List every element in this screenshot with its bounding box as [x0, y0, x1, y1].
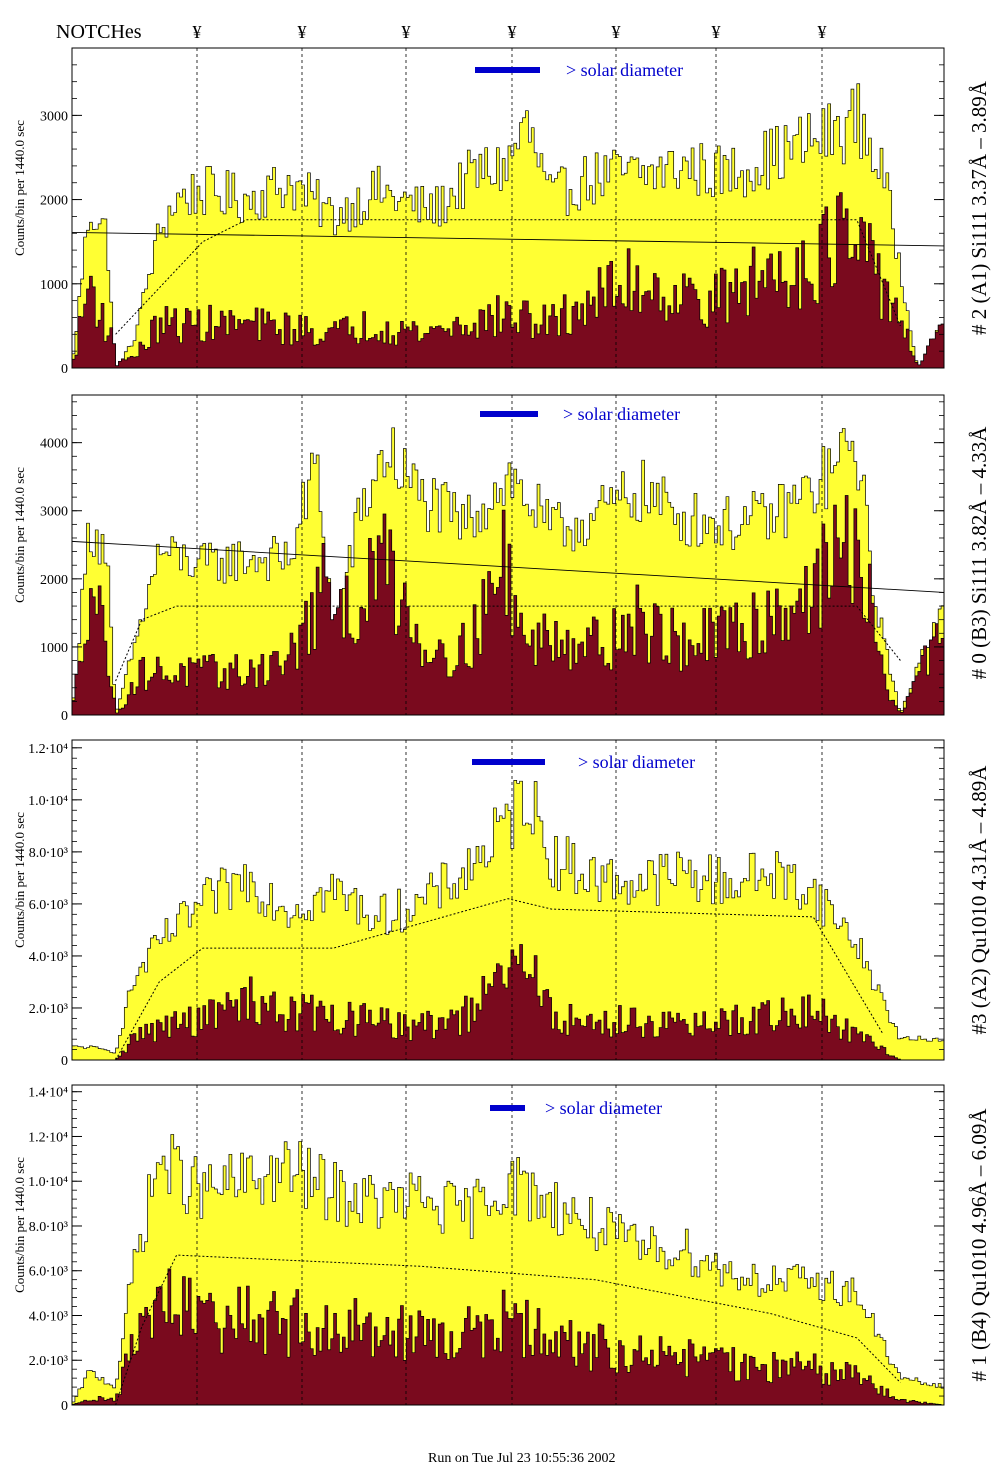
ytick-label-4: 8.0∙10³ [29, 846, 68, 861]
ytick-label-6: 1.2∙10⁴ [28, 1130, 68, 1145]
panel-2: 0 2.0∙10³ 4.0∙10³ 6.0∙10³ 8.0∙10³ 1.0∙10⁴ 1.2∙… [12, 739, 991, 1069]
ytick-label-5: 1.0∙10⁴ [28, 1175, 68, 1190]
series-subset [71, 1268, 945, 1406]
ytick-label-1: 2.0∙10³ [29, 1354, 68, 1369]
ytick-label-3: 3000 [40, 505, 68, 520]
trend-line [71, 231, 945, 247]
legend-label: > solar diameter [566, 60, 683, 80]
ytick-label-3: 6.0∙10³ [29, 1265, 68, 1280]
ytick-label-3: 6.0∙10³ [29, 898, 68, 913]
series-subset [72, 944, 944, 1061]
notch-marker-6: ¥ [818, 22, 827, 42]
legend-bar [472, 759, 545, 765]
ytick-label-2: 4.0∙10³ [29, 1309, 68, 1324]
ytick-label-0: 0 [61, 1399, 68, 1414]
legend-label: > solar diameter [563, 404, 680, 424]
panel-title: # 2 (A1) Si111 3.37Å – 3.89Å [967, 80, 991, 335]
panel-1: 0 1000 2000 3000 4000 Counts/bin per 1440.0 s… [12, 394, 991, 724]
legend-bar [490, 1105, 525, 1111]
notch-marker-2: ¥ [402, 22, 411, 42]
ytick-label-7: 1.4∙10⁴ [28, 1086, 68, 1101]
y-axis-label: Counts/bin per 1440.0 sec [12, 120, 27, 256]
ytick-label-2: 2000 [40, 194, 68, 209]
notches-label: NOTCHes [56, 21, 142, 43]
panel-title: # 0 (B3) Si111 3.82Å – 4.33Å [967, 426, 991, 680]
series-subset [71, 495, 945, 716]
legend-label: > solar diameter [578, 752, 695, 772]
plot-frame [71, 47, 945, 369]
series-subset [71, 192, 945, 369]
ytick-label-3: 3000 [40, 109, 68, 124]
notch-marker-0: ¥ [193, 22, 202, 42]
panels: 0 1000 2000 3000 Counts/bin per 1440.0 sec > … [12, 47, 991, 1414]
notch-marker-5: ¥ [712, 22, 721, 42]
ytick-label-4: 4000 [40, 437, 68, 452]
legend-label: > solar diameter [545, 1098, 662, 1118]
plot-frame [71, 1084, 945, 1406]
reference-curve [115, 219, 901, 335]
y-axis-label: Counts/bin per 1440.0 sec [12, 467, 27, 603]
ytick-label-5: 1.0∙10⁴ [28, 794, 68, 809]
y-axis-label: Counts/bin per 1440.0 sec [12, 812, 27, 948]
plot-frame [71, 394, 945, 716]
y-axis-label: Counts/bin per 1440.0 sec [12, 1157, 27, 1293]
notch-marker-4: ¥ [612, 22, 621, 42]
ytick-label-1: 1000 [40, 641, 68, 656]
ytick-label-2: 2000 [40, 573, 68, 588]
plot-frame [71, 739, 945, 1061]
ytick-label-0: 0 [61, 1054, 68, 1069]
panel-3: 0 2.0∙10³ 4.0∙10³ 6.0∙10³ 8.0∙10³ 1.0∙10⁴ 1.2∙… [12, 1084, 991, 1414]
run-timestamp: Run on Tue Jul 23 10:55:36 2002 [428, 1451, 615, 1466]
ytick-label-4: 8.0∙10³ [29, 1220, 68, 1235]
ytick-label-1: 2.0∙10³ [29, 1002, 68, 1017]
ytick-label-6: 1.2∙10⁴ [28, 742, 68, 757]
notch-marker-3: ¥ [508, 22, 517, 42]
reference-curve [115, 605, 901, 682]
legend-bar [475, 67, 540, 73]
panel-title: # 1 (B4) Qu1010 4.96Å – 6.09Å [967, 1108, 991, 1382]
ytick-label-2: 4.0∙10³ [29, 950, 68, 965]
trend-line [71, 540, 945, 593]
ytick-label-0: 0 [61, 709, 68, 724]
notch-header: NOTCHes ¥ ¥ ¥ ¥ ¥ ¥ ¥ [56, 21, 827, 43]
series-total [71, 780, 945, 1061]
legend-bar [480, 411, 538, 417]
panel-title: #3 (A2) Qu1010 4.31Å – 4.89Å [967, 765, 991, 1035]
panel-0: 0 1000 2000 3000 Counts/bin per 1440.0 sec > … [12, 47, 991, 377]
notch-marker-1: ¥ [298, 22, 307, 42]
ytick-label-0: 0 [61, 362, 68, 377]
ytick-label-1: 1000 [40, 278, 68, 293]
